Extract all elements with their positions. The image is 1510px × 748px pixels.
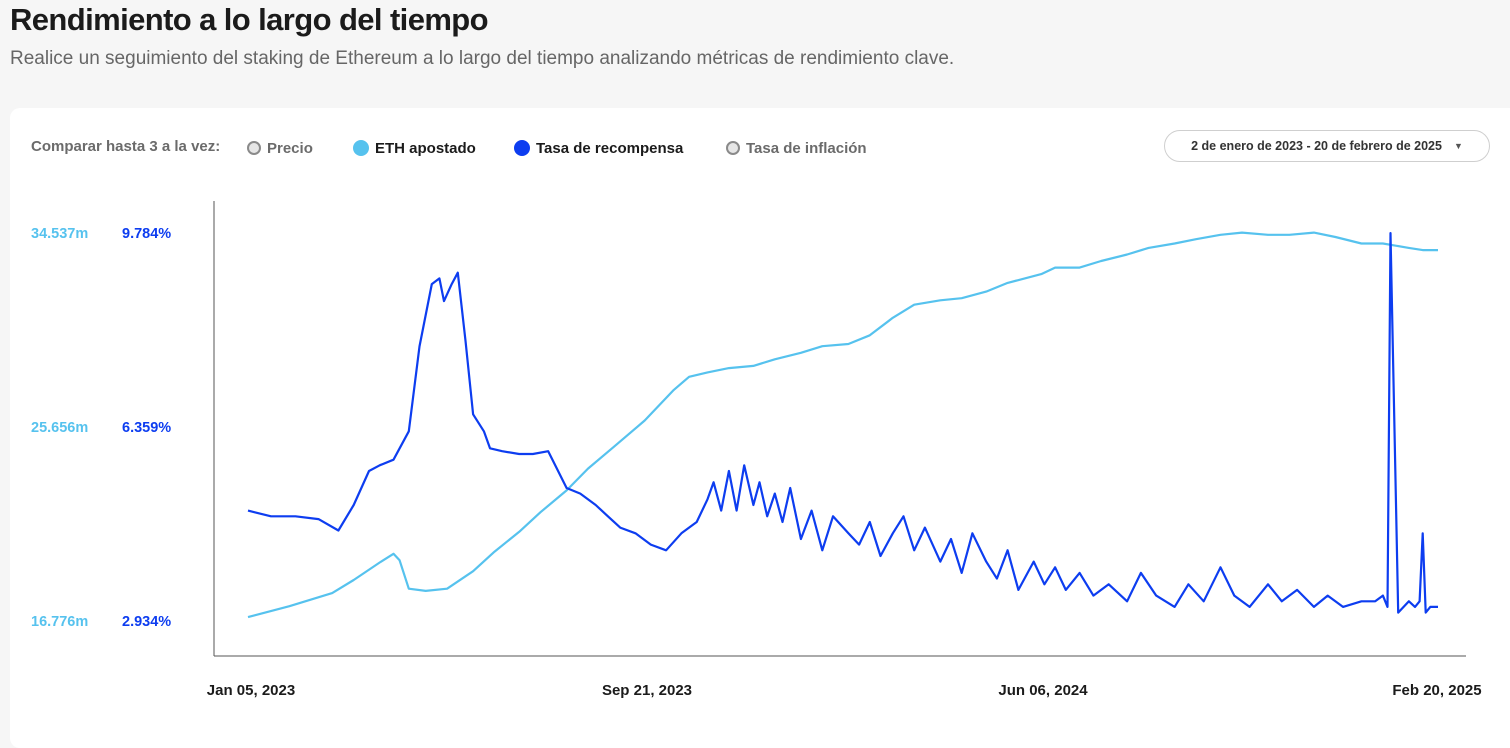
- y-right-tick-label: 2.934%: [122, 614, 172, 630]
- toggle-label: Tasa de inflación: [746, 139, 867, 157]
- y-left-tick-label: 16.776m: [31, 614, 89, 630]
- toggle-tasa-de-inflacion[interactable]: Tasa de inflación: [726, 138, 867, 158]
- toggle-tasa-de-recompensa[interactable]: Tasa de recompensa: [514, 138, 683, 158]
- compare-label: Comparar hasta 3 a la vez:: [31, 138, 221, 155]
- series-color-dot-icon: [353, 140, 369, 156]
- y-left-tick-label: 25.656m: [31, 420, 89, 436]
- y-right-tick-label: 6.359%: [122, 420, 172, 436]
- y-left-tick-label: 34.537m: [31, 226, 89, 242]
- chevron-down-icon: ▼: [1453, 141, 1463, 151]
- x-tick-label: Jan 05, 2023: [206, 682, 296, 699]
- series-line-tasa-de-recompensa: [247, 232, 1438, 614]
- chart-card: Comparar hasta 3 a la vez: Precio ETH ap…: [10, 108, 1510, 748]
- x-tick-label: Jun 06, 2024: [998, 682, 1088, 699]
- toggle-label: Tasa de recompensa: [536, 139, 684, 157]
- chart-toolbar: Comparar hasta 3 a la vez: Precio ETH ap…: [10, 108, 1510, 188]
- toggle-label: ETH apostado: [375, 139, 476, 157]
- page-subtitle: Realice un seguimiento del staking de Et…: [10, 48, 955, 69]
- toggle-eth-apostado[interactable]: ETH apostado: [353, 138, 476, 158]
- date-range-select[interactable]: 2 de enero de 2023 - 20 de febrero de 20…: [1164, 130, 1490, 162]
- series-color-dot-icon: [514, 140, 530, 156]
- x-tick-label: Feb 20, 2025: [1392, 682, 1482, 699]
- date-range-value: 2 de enero de 2023 - 20 de febrero de 20…: [1191, 139, 1442, 153]
- chart-plot-area: [213, 201, 1466, 657]
- page-title: Rendimiento a lo largo del tiempo: [10, 2, 489, 37]
- toggle-precio[interactable]: Precio: [247, 138, 313, 158]
- radio-off-icon: [247, 141, 261, 155]
- toggle-label: Precio: [267, 139, 313, 157]
- series-line-eth-apostado: [247, 231, 1438, 619]
- x-tick-label: Sep 21, 2023: [601, 682, 693, 699]
- radio-off-icon: [726, 141, 740, 155]
- y-right-tick-label: 9.784%: [122, 226, 172, 242]
